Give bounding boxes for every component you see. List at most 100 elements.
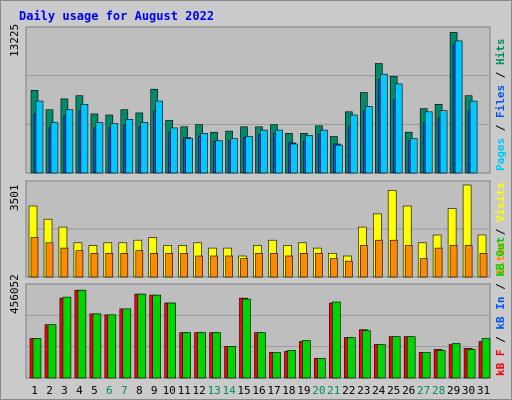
y-max-label: 13225 xyxy=(8,24,21,57)
x-tick-label: 26 xyxy=(402,384,415,397)
bar-pages xyxy=(379,73,388,174)
x-tick-label: 25 xyxy=(387,384,400,397)
bar-pages xyxy=(409,138,418,174)
bar-sites xyxy=(150,253,158,278)
bar-pages xyxy=(140,122,149,174)
bar-pages xyxy=(215,140,223,174)
bar-sites xyxy=(105,253,114,278)
x-tick-label: 7 xyxy=(121,384,128,397)
x-tick-label: 3 xyxy=(61,384,68,397)
x-tick-label: 6 xyxy=(106,384,113,397)
bar-kb-out xyxy=(421,351,431,379)
x-tick-label: 20 xyxy=(312,384,325,397)
bar-sites xyxy=(389,239,398,278)
bar-sites xyxy=(240,258,248,278)
legend-item-kb-f: kB F xyxy=(494,350,507,377)
bar-pages xyxy=(424,111,433,174)
x-tick-label: 4 xyxy=(76,384,83,397)
bar-kb-out xyxy=(137,293,147,379)
bar-kb-out xyxy=(481,338,491,379)
x-tick-label: 30 xyxy=(462,384,475,397)
legend-item-kb-in: kB In xyxy=(494,297,507,330)
bar-sites xyxy=(419,258,428,278)
bar-pages xyxy=(155,100,163,174)
bar-kb-out xyxy=(167,302,176,379)
bar-pages xyxy=(290,143,298,174)
bar-sites xyxy=(300,253,308,278)
bar-pages xyxy=(260,129,268,174)
bar-kb-out xyxy=(346,337,356,379)
bar-kb-out xyxy=(122,308,132,379)
x-tick-label: 8 xyxy=(136,384,143,397)
x-tick-label: 13 xyxy=(207,384,220,397)
bar-pages xyxy=(230,138,238,174)
bar-pages xyxy=(110,123,119,174)
legend-item-kb-out: kB Out xyxy=(494,237,507,277)
x-tick-label: 31 xyxy=(477,384,490,397)
x-tick-label: 11 xyxy=(178,384,191,397)
bar-pages xyxy=(35,100,44,174)
bar-sites xyxy=(434,247,443,278)
bar-kb-out xyxy=(242,298,251,379)
legend-separator: / xyxy=(494,65,507,85)
x-tick-label: 18 xyxy=(282,384,295,397)
x-tick-label: 16 xyxy=(252,384,265,397)
bar-sites xyxy=(449,245,458,278)
bar-sites xyxy=(195,255,203,278)
bar-sites xyxy=(270,253,278,278)
bar-kb-out xyxy=(466,349,476,379)
bar-kb-out xyxy=(32,338,42,379)
bar-kb-out xyxy=(287,350,296,379)
bar-sites xyxy=(45,242,54,278)
bar-kb-out xyxy=(62,296,72,379)
x-tick-label: 14 xyxy=(222,384,236,397)
bar-sites xyxy=(165,253,173,278)
bar-kb-out xyxy=(107,314,117,379)
legend-visits-sites: Sites / Visits xyxy=(494,182,507,275)
x-tick-label: 2 xyxy=(46,384,53,397)
legend-separator: / xyxy=(494,118,507,138)
legend-item-pages: Pages xyxy=(494,138,507,171)
bar-kb-out xyxy=(436,350,446,379)
bar-sites xyxy=(479,253,488,278)
x-tick-label: 17 xyxy=(267,384,280,397)
bar-pages xyxy=(364,106,373,174)
x-tick-label: 21 xyxy=(327,384,340,397)
bar-sites xyxy=(315,253,323,278)
bar-sites xyxy=(344,260,353,278)
x-tick-label: 19 xyxy=(297,384,310,397)
bar-kb-out xyxy=(272,351,281,379)
bar-kb-out xyxy=(77,289,87,379)
x-tick-label: 22 xyxy=(342,384,355,397)
bar-kb-out xyxy=(92,313,102,379)
bar-sites xyxy=(285,255,293,278)
bar-pages xyxy=(170,127,178,174)
legend-kbf-kbin-kbout: kB F / kB In / kB Out xyxy=(494,237,507,376)
bar-sites xyxy=(30,237,39,278)
bar-pages xyxy=(245,136,253,174)
bar-kb-out xyxy=(47,324,57,379)
bar-kb-out xyxy=(332,301,341,379)
bar-sites xyxy=(120,253,129,278)
bar-pages xyxy=(275,129,283,174)
x-tick-label: 23 xyxy=(357,384,370,397)
bar-pages xyxy=(50,122,59,174)
x-tick-label: 28 xyxy=(432,384,445,397)
bar-sites xyxy=(90,253,99,278)
legend-item-sites: Sites xyxy=(494,242,507,275)
bar-pages xyxy=(95,122,104,174)
x-tick-label: 5 xyxy=(91,384,98,397)
bar-kb-out xyxy=(391,336,401,379)
x-tick-label: 12 xyxy=(192,384,205,397)
bar-kb-out xyxy=(182,332,191,379)
bar-pages xyxy=(320,129,328,174)
bar-pages xyxy=(125,119,134,174)
x-tick-label: 9 xyxy=(151,384,158,397)
bar-sites xyxy=(330,258,338,278)
bar-pages xyxy=(185,138,193,174)
bar-pages xyxy=(349,114,358,174)
x-tick-label: 24 xyxy=(372,384,386,397)
bar-pages xyxy=(454,40,463,174)
